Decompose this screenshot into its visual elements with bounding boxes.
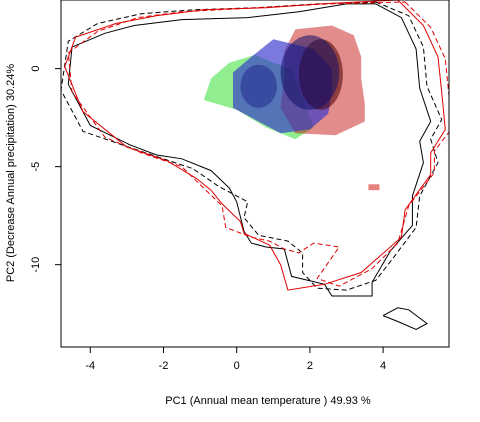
contour-layer [61,0,449,330]
blue-core-density [280,35,340,110]
black-solid-contour [382,307,428,330]
red-solid-contour [64,0,446,291]
y-tick-label: 0 [30,66,42,72]
x-tick-label: -2 [159,360,169,372]
red-dot [368,184,380,191]
plot-frame [60,0,450,348]
red-dashed-contour [67,1,449,287]
black-solid-contour [67,3,432,297]
x-tick-label: 0 [234,360,240,372]
x-tick-label: 2 [307,360,313,372]
y-axis-label: PC2 (Decrease Annual precipitation) 30.2… [5,64,17,283]
black-dashed-contour [61,1,443,291]
x-tick-label: -4 [85,360,95,372]
y-tick-label: -5 [30,162,42,172]
axis-ticks: -4 -2 0 2 4 0 -5 -10 [30,66,386,372]
x-axis-label: PC1 (Annual mean temperature ) 49.93 % [165,395,371,407]
x-tick-label: 4 [380,360,386,372]
density-layer [203,25,380,191]
blue-left-density [240,64,277,108]
y-tick-label: -10 [30,257,42,273]
